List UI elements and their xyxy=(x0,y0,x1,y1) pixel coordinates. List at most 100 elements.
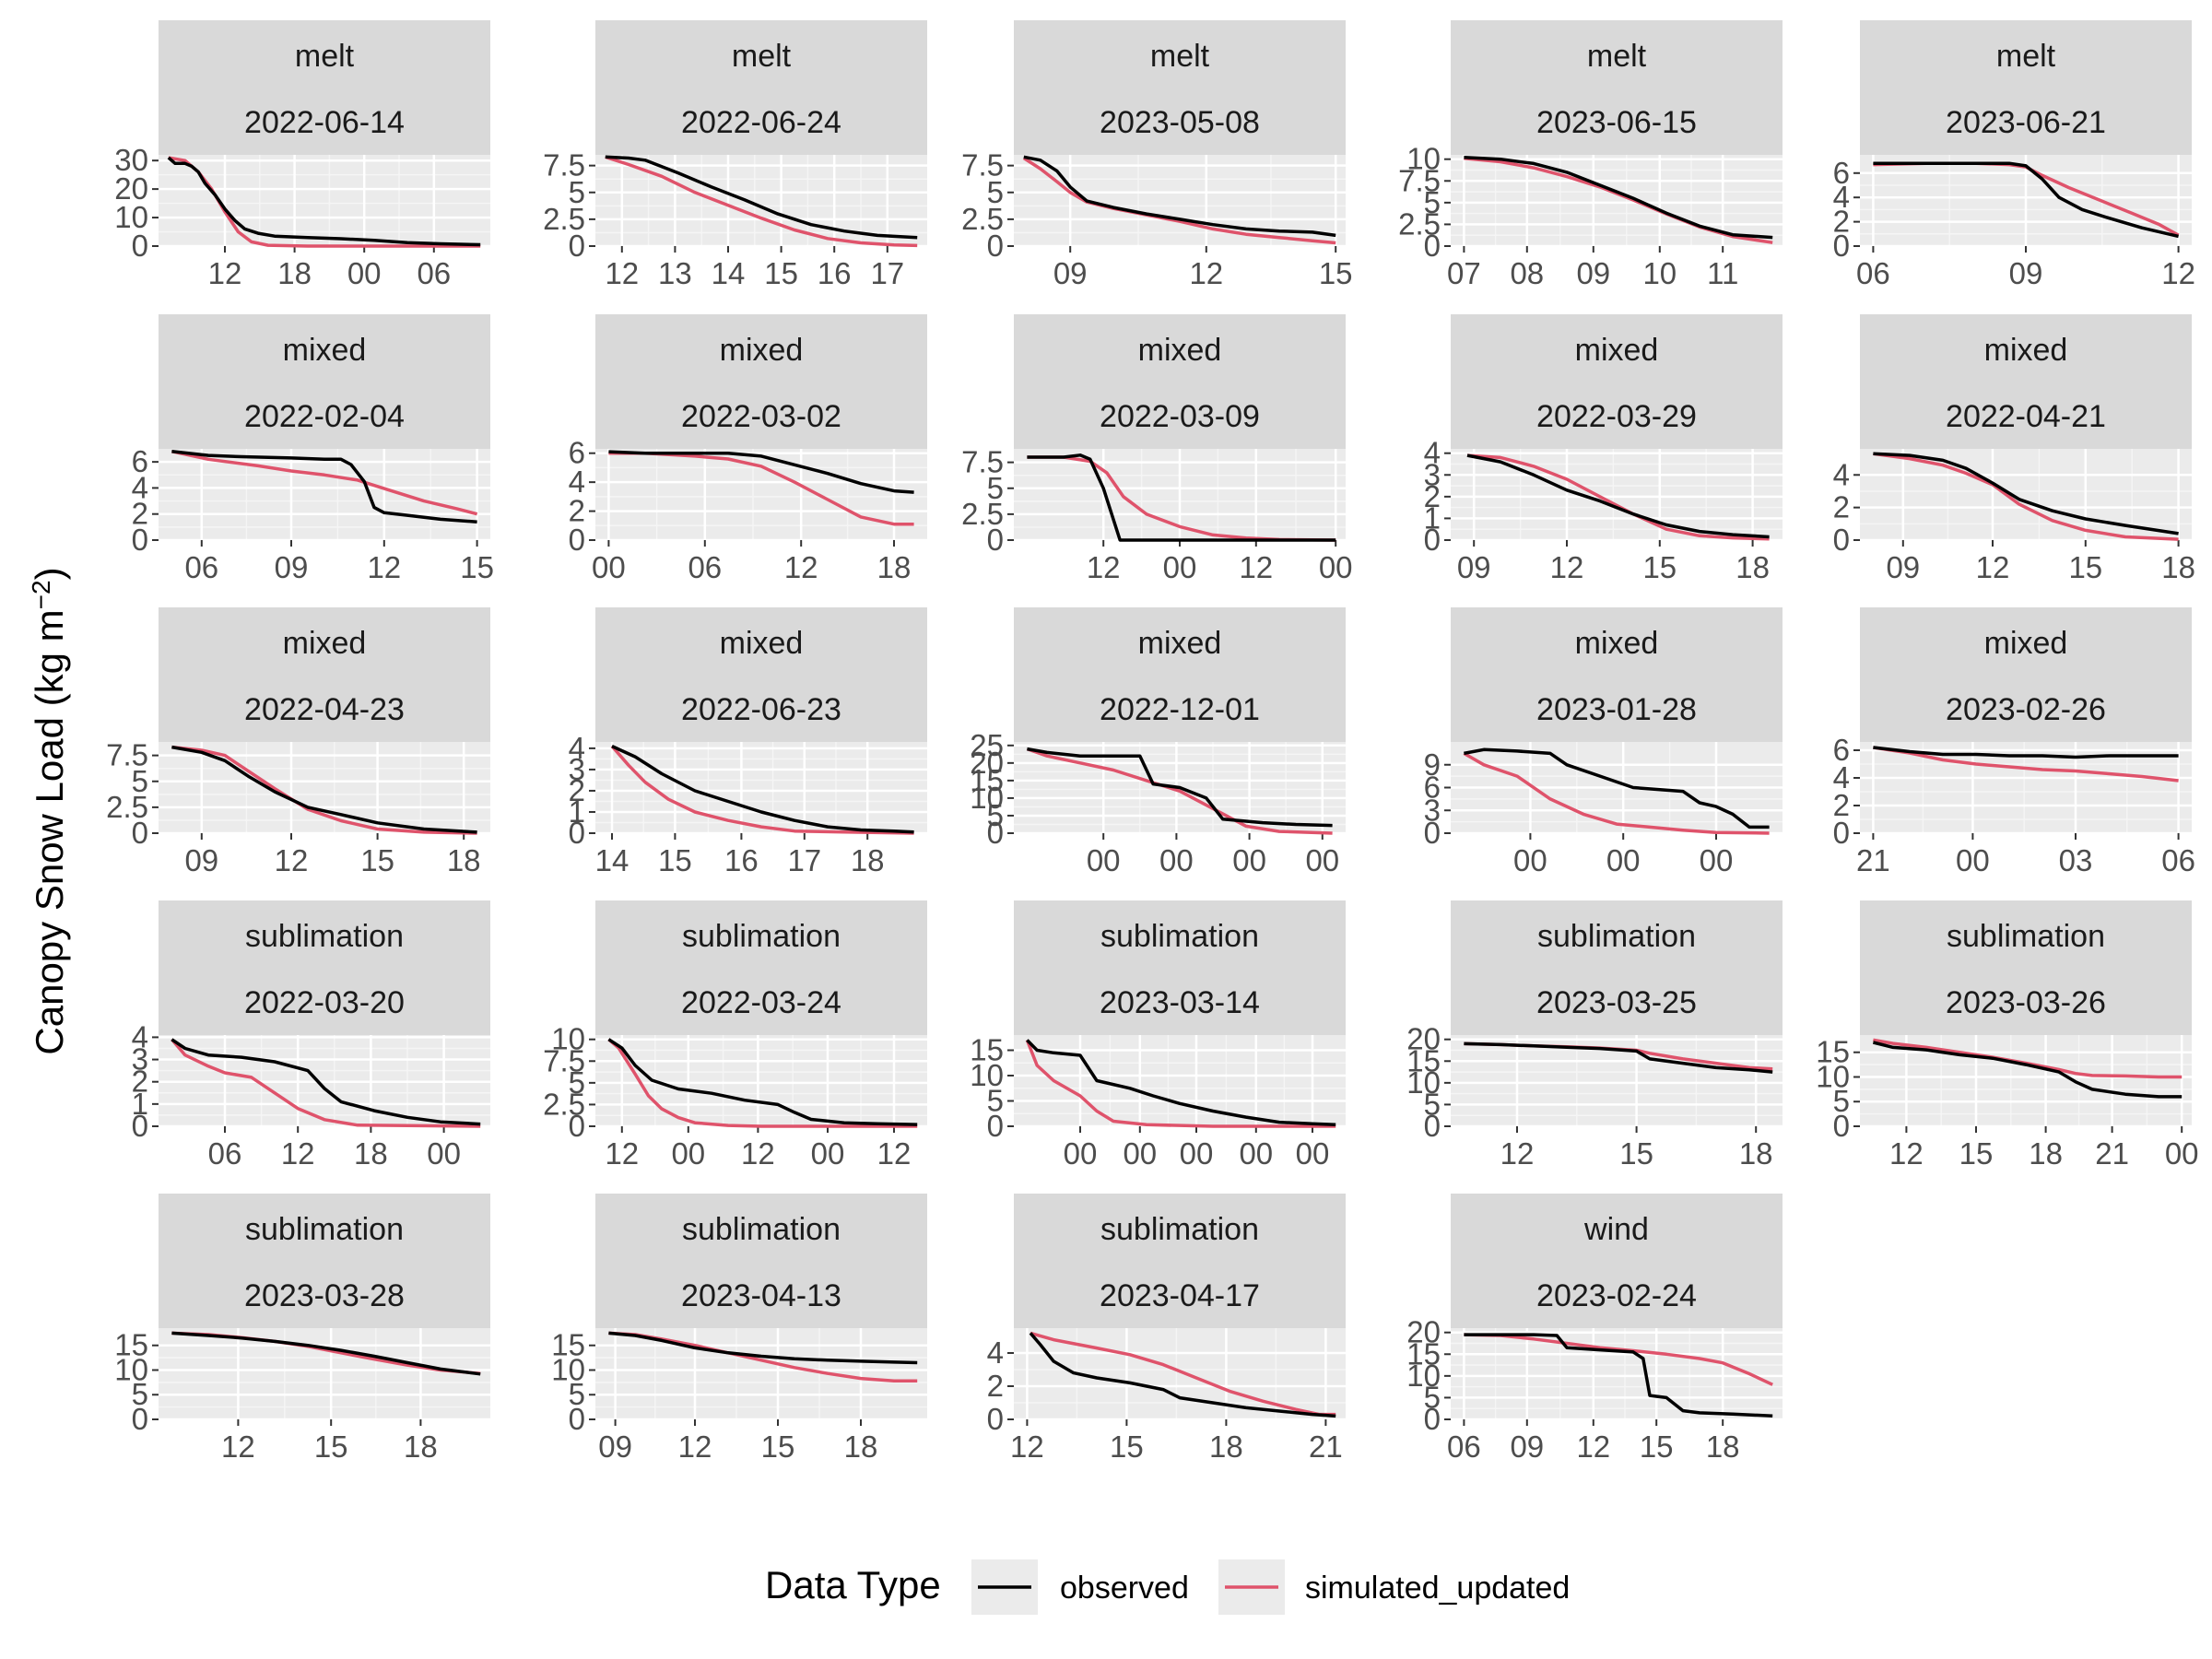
y-tick-label: 7.5 xyxy=(543,1043,585,1077)
x-tick-label: 11 xyxy=(1707,256,1738,290)
y-tick-label: 6 xyxy=(1833,156,1850,190)
y-tick-label: 5 xyxy=(1424,1380,1441,1414)
y-tick-label: 5 xyxy=(987,471,1004,505)
x-tick-label: 15 xyxy=(2068,550,2102,584)
y-tick-label: 0 xyxy=(1833,816,1850,850)
y-tick-label: 3 xyxy=(1424,793,1441,827)
strip-background xyxy=(1451,900,1783,1035)
x-tick-label: 15 xyxy=(314,1430,348,1464)
y-tick-label: 2.5 xyxy=(543,1087,585,1121)
y-tick-label: 4 xyxy=(569,465,585,499)
y-tick-label: 0 xyxy=(132,816,148,850)
strip-label-date: 2023-05-08 xyxy=(1100,105,1260,140)
x-tick-label: 21 xyxy=(2095,1136,2129,1171)
y-tick-label: 0 xyxy=(1833,229,1850,263)
strip-label-type: sublimation xyxy=(682,1212,841,1247)
y-tick-label: 5 xyxy=(987,175,1004,209)
x-tick-label: 00 xyxy=(1239,1136,1273,1171)
strip-label-type: sublimation xyxy=(1947,919,2105,954)
x-tick-label: 17 xyxy=(870,256,904,290)
x-tick-label: 12 xyxy=(2161,256,2195,290)
x-tick-label: 09 xyxy=(1886,550,1920,584)
x-tick-label: 12 xyxy=(208,256,242,290)
panel-17: sublimation 2022-03-24 02.557.510 12 00 12 00 1… xyxy=(543,900,927,1171)
x-tick-label: 18 xyxy=(1209,1430,1243,1464)
x-tick-label: 03 xyxy=(2059,843,2093,877)
x-tick-label: 12 xyxy=(1189,256,1223,290)
y-tick-label: 0 xyxy=(1424,229,1441,263)
panel-3: melt 2023-05-08 02.557.5 09 12 15 xyxy=(961,20,1353,290)
x-tick-label: 18 xyxy=(1706,1430,1740,1464)
y-tick-label: 7.5 xyxy=(106,738,148,772)
x-tick-label: 21 xyxy=(1856,843,1890,877)
strip-label-type: sublimation xyxy=(682,919,841,954)
x-tick-label: 00 xyxy=(1180,1136,1214,1171)
x-tick-label: 12 xyxy=(275,843,309,877)
x-tick-label: 00 xyxy=(427,1136,461,1171)
x-tick-label: 12 xyxy=(1500,1136,1535,1171)
y-tick-label: 2.5 xyxy=(961,202,1004,236)
strip-label-date: 2022-04-23 xyxy=(244,692,405,727)
series-line-observed xyxy=(1023,155,1336,238)
x-tick-label: 12 xyxy=(1889,1136,1924,1171)
series-line-observed xyxy=(167,156,481,247)
y-tick-label: 5 xyxy=(987,1084,1004,1118)
y-tick-label: 5 xyxy=(1833,1084,1850,1118)
x-tick-label: 12 xyxy=(1550,550,1584,584)
x-tick-label: 10 xyxy=(1642,256,1677,290)
series-line-observed xyxy=(171,745,477,834)
x-tick-label: 12 xyxy=(1976,550,2010,584)
x-tick-label: 00 xyxy=(1123,1136,1157,1171)
y-tick-label: 2 xyxy=(132,497,148,531)
strip-background xyxy=(1014,607,1346,742)
y-tick-label: 0 xyxy=(132,1109,148,1143)
strip-background xyxy=(1451,314,1783,449)
panel-background xyxy=(1014,1035,1346,1126)
y-tick-label: 5 xyxy=(1424,185,1441,219)
y-tick-label: 10 xyxy=(551,1352,585,1386)
series-line-observed xyxy=(171,1038,481,1126)
x-tick-label: 18 xyxy=(447,843,481,877)
x-tick-label: 00 xyxy=(2165,1136,2199,1171)
strip-label-date: 2023-06-21 xyxy=(1946,105,2106,140)
x-tick-label: 09 xyxy=(1457,550,1491,584)
strip-label-date: 2022-06-14 xyxy=(244,105,405,140)
series-line-observed xyxy=(1872,1041,2183,1099)
strip-label-date: 2023-03-25 xyxy=(1536,985,1697,1020)
x-tick-label: 00 xyxy=(1163,550,1197,584)
series-line-observed xyxy=(608,450,914,494)
strip-label-date: 2023-03-28 xyxy=(244,1278,405,1313)
y-tick-label: 4 xyxy=(1833,760,1850,794)
y-tick-label: 2 xyxy=(569,773,585,807)
series-line-observed xyxy=(1027,747,1333,828)
y-tick-label: 2 xyxy=(569,494,585,528)
x-tick-label: 15 xyxy=(460,550,494,584)
x-tick-label: 18 xyxy=(1739,1136,1773,1171)
y-tick-label: 5 xyxy=(569,175,585,209)
x-tick-label: 18 xyxy=(851,843,885,877)
y-tick-label: 4 xyxy=(132,1019,148,1053)
series-line-observed xyxy=(1029,1332,1336,1418)
series-line-simulated-updated xyxy=(610,745,914,835)
x-tick-label: 12 xyxy=(1010,1430,1044,1464)
x-tick-label: 18 xyxy=(844,1430,878,1464)
panel-11: mixed 2022-04-23 02.557.5 09 12 15 18 xyxy=(106,607,490,877)
y-tick-label: 15 xyxy=(114,1328,148,1362)
y-axis-label-superscript: −2 xyxy=(27,580,55,609)
x-tick-label: 12 xyxy=(1087,550,1121,584)
series-line-observed xyxy=(1026,1039,1336,1127)
strip-background xyxy=(1860,314,2192,449)
y-tick-label: 0 xyxy=(1424,1402,1441,1436)
series-line-observed xyxy=(1873,746,2179,759)
x-tick-label: 06 xyxy=(208,1136,242,1171)
strip-label-type: sublimation xyxy=(1537,919,1696,954)
strip-background xyxy=(595,314,927,449)
strip-label-date: 2023-02-26 xyxy=(1946,692,2106,727)
legend: Data Type observed simulated_updated xyxy=(765,1559,1570,1615)
panel-background xyxy=(159,449,490,540)
